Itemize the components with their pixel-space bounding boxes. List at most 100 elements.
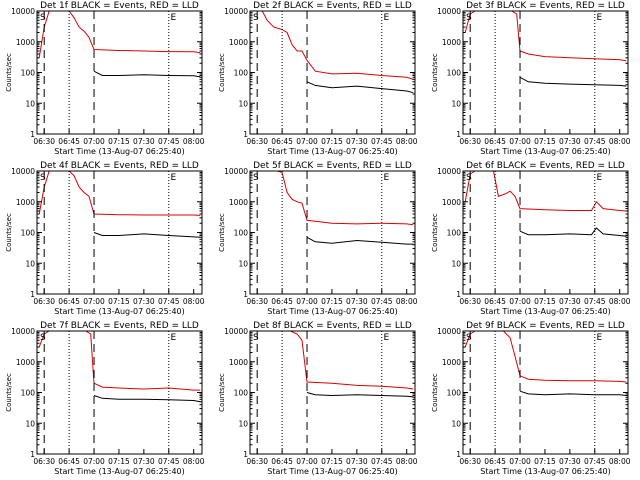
- start-marker: S: [40, 13, 46, 23]
- start-marker: S: [40, 333, 46, 343]
- x-tick-label: 07:15: [534, 297, 556, 306]
- y-tick-label: 1000: [229, 38, 248, 47]
- chart-panel-5: Det 5f BLACK = Events, RED = LLD S E 1 10 100…: [218, 161, 418, 316]
- x-tick-label: 07:15: [534, 457, 556, 466]
- y-tick-label: 1: [243, 290, 248, 299]
- y-axis-label: Counts/sec: [218, 53, 226, 92]
- chart-title: Det 1f BLACK = Events, RED = LLD: [40, 1, 199, 11]
- x-axis-label: Start Time (13-Aug-07 06:25:40): [54, 467, 185, 476]
- plot-frame: [462, 330, 629, 455]
- y-axis-label: Counts/sec: [431, 213, 439, 252]
- x-tick-label: 06:45: [271, 137, 293, 146]
- y-tick-label: 10: [238, 99, 248, 108]
- y-axis-label: Counts/sec: [218, 373, 226, 412]
- x-tick-label: 07:00: [83, 137, 105, 146]
- start-marker: S: [466, 13, 472, 23]
- x-tick-label: 07:45: [158, 297, 180, 306]
- x-tick-label: 07:15: [321, 137, 343, 146]
- y-tick-label: 100: [234, 229, 249, 238]
- x-tick-label: 08:00: [183, 137, 205, 146]
- y-tick-label: 100: [447, 229, 462, 238]
- y-tick-label: 1: [456, 290, 461, 299]
- chart-panel-3: Det 3f BLACK = Events, RED = LLD S E 1 10 100…: [431, 1, 631, 156]
- plot-frame: [249, 170, 416, 295]
- x-tick-label: 08:00: [396, 137, 418, 146]
- x-tick-label: 07:00: [296, 297, 318, 306]
- x-tick-label: 06:30: [246, 297, 268, 306]
- start-marker: S: [253, 173, 259, 183]
- plot-frame: [462, 170, 629, 295]
- series-line-events: [93, 232, 201, 238]
- plot-frame: [36, 170, 203, 295]
- y-tick-label: 1: [243, 450, 248, 459]
- start-marker: S: [253, 13, 259, 23]
- y-tick-label: 10: [25, 259, 35, 268]
- chart-title: Det 6f BLACK = Events, RED = LLD: [466, 161, 625, 171]
- x-tick-label: 07:45: [158, 137, 180, 146]
- y-tick-label: 100: [21, 229, 36, 238]
- x-tick-label: 07:30: [346, 137, 368, 146]
- x-tick-label: 06:45: [58, 297, 80, 306]
- x-axis-label: Start Time (13-Aug-07 06:25:40): [267, 147, 398, 156]
- y-tick-label: 1000: [16, 198, 35, 207]
- y-tick-label: 100: [234, 69, 249, 78]
- chart-panel-1: Det 1f BLACK = Events, RED = LLD S E 1 10 100…: [5, 1, 205, 156]
- x-tick-label: 08:00: [396, 297, 418, 306]
- end-marker: E: [383, 13, 389, 23]
- plot-frame: [462, 10, 629, 135]
- y-tick-label: 100: [447, 389, 462, 398]
- y-tick-label: 1: [456, 450, 461, 459]
- chart-title: Det 8f BLACK = Events, RED = LLD: [253, 321, 412, 331]
- y-tick-label: 1: [30, 290, 35, 299]
- x-tick-label: 06:45: [271, 457, 293, 466]
- x-tick-label: 08:00: [183, 297, 205, 306]
- chart-title: Det 5f BLACK = Events, RED = LLD: [253, 161, 412, 171]
- x-tick-label: 07:00: [83, 297, 105, 306]
- x-tick-label: 08:00: [183, 457, 205, 466]
- y-tick-label: 10000: [11, 7, 35, 16]
- x-tick-label: 06:45: [484, 137, 506, 146]
- y-axis-label: Counts/sec: [5, 213, 13, 252]
- x-tick-label: 07:30: [559, 297, 581, 306]
- chart-panel-8: Det 8f BLACK = Events, RED = LLD S E 1 10 100…: [218, 321, 418, 476]
- series-line-lld: [38, 11, 201, 58]
- x-tick-label: 07:00: [509, 457, 531, 466]
- series-line-events: [519, 227, 627, 237]
- x-tick-label: 07:15: [321, 457, 343, 466]
- y-axis-label: Counts/sec: [218, 213, 226, 252]
- y-tick-label: 100: [447, 69, 462, 78]
- x-tick-label: 07:45: [584, 297, 606, 306]
- x-tick-label: 07:30: [559, 137, 581, 146]
- chart-title: Det 7f BLACK = Events, RED = LLD: [40, 321, 199, 331]
- end-marker: E: [170, 173, 176, 183]
- y-tick-label: 10000: [224, 327, 248, 336]
- y-tick-label: 10: [451, 259, 461, 268]
- x-tick-label: 06:30: [33, 297, 55, 306]
- x-tick-label: 06:45: [484, 297, 506, 306]
- series-line-events: [519, 390, 627, 396]
- end-marker: E: [596, 333, 602, 343]
- end-marker: E: [383, 173, 389, 183]
- y-tick-label: 10000: [437, 167, 461, 176]
- series-line-lld: [464, 331, 627, 383]
- y-tick-label: 10000: [11, 327, 35, 336]
- x-tick-label: 07:45: [371, 457, 393, 466]
- x-tick-label: 07:15: [108, 297, 130, 306]
- x-tick-label: 07:30: [346, 297, 368, 306]
- y-tick-label: 1000: [442, 358, 461, 367]
- x-tick-label: 07:45: [584, 457, 606, 466]
- y-axis-label: Counts/sec: [431, 53, 439, 92]
- y-axis-label: Counts/sec: [5, 53, 13, 92]
- y-tick-label: 10000: [437, 327, 461, 336]
- y-tick-label: 1000: [229, 198, 248, 207]
- x-tick-label: 07:45: [371, 137, 393, 146]
- x-axis-label: Start Time (13-Aug-07 06:25:40): [267, 307, 398, 316]
- x-tick-label: 08:00: [609, 297, 631, 306]
- y-tick-label: 10000: [224, 167, 248, 176]
- series-line-events: [519, 76, 627, 87]
- plot-frame: [36, 10, 203, 135]
- chart-title: Det 3f BLACK = Events, RED = LLD: [466, 1, 625, 11]
- chart-panel-6: Det 6f BLACK = Events, RED = LLD S E 1 10 100…: [431, 161, 631, 316]
- y-tick-label: 1000: [442, 38, 461, 47]
- y-tick-label: 10000: [224, 7, 248, 16]
